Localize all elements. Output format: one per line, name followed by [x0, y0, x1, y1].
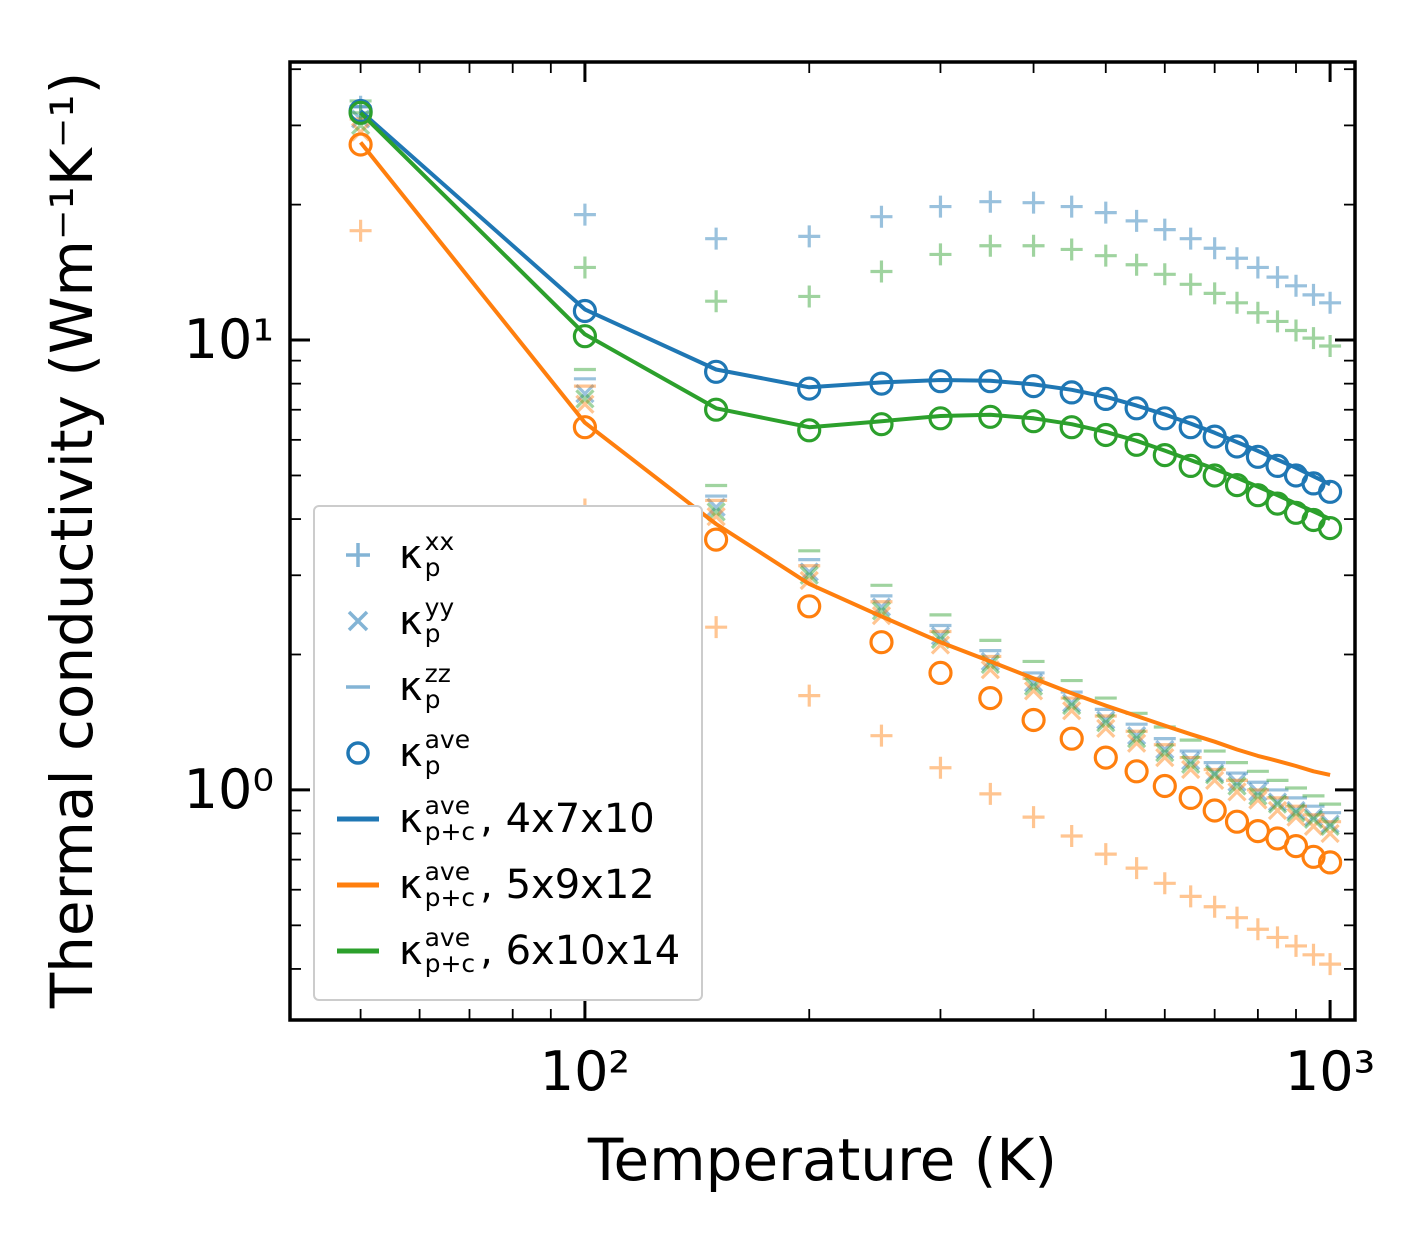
legend-item-kp-xx: κ xx p [331, 526, 695, 582]
legend-item-kpc-5x9x12: κ ave p+c, 5x9x12 [331, 856, 695, 913]
series-kpc-ave-5x9x12-line [359, 141, 1331, 777]
y-tick-label: 10⁰ [184, 758, 274, 821]
legend: κ xx p κ yy p κ zz p κ ave p κ ave p+c, 4x7x10 [313, 505, 703, 1001]
axis-ticks [290, 62, 1355, 1020]
dash-marker-icon [331, 663, 385, 711]
plus-marker-icon [331, 531, 385, 579]
x-marker-icon [331, 597, 385, 645]
x-tick-label: 10² [540, 1040, 630, 1103]
legend-item-kpc-4x7x10: κ ave p+c, 4x7x10 [331, 790, 695, 847]
legend-label-kp-ave: κ ave p [399, 724, 471, 780]
line-marker-icon [331, 795, 385, 843]
series-kp-xx-4x7x10 [349, 95, 1342, 314]
legend-label-kp-xx: κ xx p [399, 526, 455, 582]
series-kp-yy-4x7x10 [350, 109, 1340, 834]
legend-item-kp-zz: κ zz p [331, 658, 695, 714]
legend-item-kp-ave: κ ave p [331, 724, 695, 780]
series-kp-ave-5x9x12 [348, 132, 1343, 875]
legend-item-kpc-6x10x14: κ ave p+c, 6x10x14 [331, 922, 695, 979]
series-kp-xx-5x9x12 [349, 219, 1342, 976]
axes-frame [288, 60, 1357, 1022]
line-marker-icon [331, 927, 385, 975]
series-kp-ave-4x7x10 [348, 98, 1343, 504]
circle-marker-icon [331, 729, 385, 777]
series-kpc-ave-4x7x10-line [359, 109, 1331, 487]
legend-label-kp-yy: κ yy p [399, 592, 455, 648]
legend-label-kpc-6x10x14: κ ave p+c, 6x10x14 [399, 922, 681, 979]
legend-label-kpc-5x9x12: κ ave p+c, 5x9x12 [399, 856, 655, 913]
y-axis-label: Thermal conductivity (Wm⁻¹K⁻¹) [38, 71, 106, 1009]
line-marker-icon [331, 861, 385, 909]
x-tick-label: 10³ [1285, 1040, 1375, 1103]
legend-item-kp-yy: κ yy p [331, 592, 695, 648]
series-kp-zz-4x7x10 [349, 105, 1342, 815]
x-axis-label: Temperature (K) [587, 1126, 1058, 1194]
y-tick-label: 10¹ [184, 308, 274, 371]
legend-label-kpc-4x7x10: κ ave p+c, 4x7x10 [399, 790, 655, 847]
legend-label-kp-zz: κ zz p [399, 658, 451, 714]
series-kp-ave-6x10x14 [348, 100, 1343, 541]
